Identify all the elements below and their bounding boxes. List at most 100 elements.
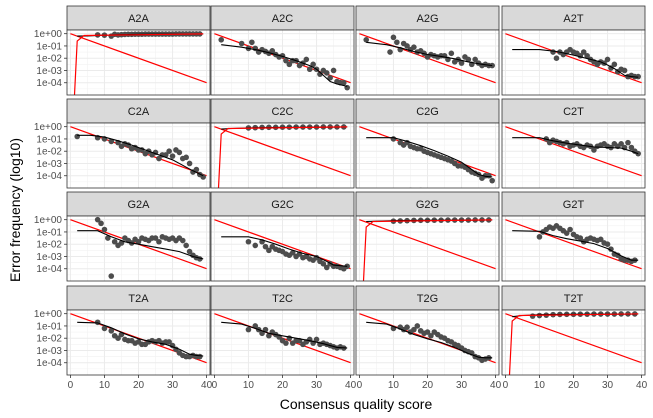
x-tick-label: 20: [568, 380, 580, 391]
fitted-error-line: [77, 321, 204, 357]
observed-error-point: [323, 70, 330, 76]
panel-plot-area: [67, 30, 210, 95]
observed-error-point: [411, 44, 417, 50]
y-tick-label: 1e-03: [36, 159, 62, 170]
facet-panel-t2a: T2A: [66, 285, 211, 376]
facet-strip-label: G2A: [127, 199, 150, 211]
y-tick-label: 1e-04: [36, 78, 62, 89]
observed-error-point: [245, 238, 252, 245]
y-tick-label: 1e-02: [36, 147, 62, 158]
observed-error-point: [458, 60, 465, 66]
observed-error-point: [635, 73, 641, 80]
gridlines: [211, 123, 354, 188]
observed-error-point: [621, 67, 628, 74]
facet-panel-t2c: T2C: [210, 285, 355, 376]
observed-error-point: [604, 56, 611, 63]
observed-error-point: [320, 261, 327, 267]
observed-error-point: [262, 243, 269, 250]
y-tick-label: 1e-04: [36, 171, 62, 182]
panel-border: [355, 122, 500, 189]
panel-plot-area: [67, 216, 210, 281]
gridlines: [67, 123, 210, 188]
facet-strip-label: T2C: [272, 293, 293, 305]
observed-error-point: [303, 56, 310, 63]
facet-strip: [210, 191, 355, 217]
facet-panel-c2g: C2G: [355, 98, 500, 189]
observed-error-point: [218, 37, 225, 43]
facet-strip: [501, 191, 646, 217]
observed-error-point: [289, 249, 296, 256]
panel-plot-area: [356, 216, 499, 281]
observed-error-point: [176, 149, 183, 156]
gridlines: [502, 30, 645, 95]
observed-error-point: [618, 141, 624, 147]
facet-strip-label: C2A: [128, 106, 150, 118]
facet-strip-label: A2G: [416, 13, 438, 25]
fitted-error-line: [77, 230, 204, 260]
observed-error-point: [266, 247, 272, 254]
observed-error-point: [269, 48, 276, 54]
observed-error-point: [394, 39, 400, 46]
nominal-error-line: [70, 33, 207, 84]
nominal-error-line: [359, 219, 496, 270]
panel-border: [210, 29, 355, 96]
observed-error-point: [156, 238, 162, 245]
panel-plot-area: [502, 310, 645, 375]
observed-error-point: [245, 326, 252, 333]
facet-panel-a2a: A2A: [66, 5, 211, 96]
fitted-error-line: [221, 44, 348, 87]
facet-strip-label: A2A: [128, 13, 149, 25]
facet-panel-g2c: G2C: [210, 191, 355, 282]
y-tick-label: 1e-02: [36, 334, 62, 345]
panel-plot-area: [67, 310, 210, 375]
fitted-error-line: [366, 321, 493, 359]
observed-error-point: [317, 71, 323, 77]
panel-plot-area: [356, 123, 499, 188]
observed-error-point: [536, 234, 543, 240]
observed-error-point: [101, 226, 108, 233]
y-tick-label: 1e+00: [34, 29, 63, 40]
x-tick-label: 40: [201, 380, 213, 391]
x-tick-label: 20: [277, 380, 289, 391]
observed-error-point: [108, 328, 115, 334]
panel-border: [355, 29, 500, 96]
facet-strip: [66, 285, 211, 311]
facet-strip: [210, 5, 355, 31]
observed-error-point: [166, 339, 172, 345]
facet-strip-label: T2A: [128, 293, 149, 305]
facet-strip-label: G2C: [271, 199, 294, 211]
observed-error-point: [152, 235, 159, 241]
y-tick-label: 1e-03: [36, 346, 62, 357]
observed-error-point: [196, 353, 203, 360]
observed-error-point: [313, 336, 320, 343]
observed-error-point: [563, 230, 570, 236]
y-tick-label: 1e-02: [36, 54, 62, 65]
y-tick-label: 1e+00: [34, 122, 63, 133]
observed-error-point: [238, 40, 245, 47]
observed-error-point: [98, 220, 104, 227]
observed-error-point: [529, 313, 536, 319]
y-tick-label: 1e-01: [36, 41, 62, 52]
x-tick-label: 30: [602, 380, 614, 391]
nominal-error-line: [214, 219, 351, 270]
panel-border: [501, 29, 646, 96]
observed-error-point: [472, 56, 478, 63]
x-tick-label: 10: [388, 380, 400, 391]
panel-plot-area: [211, 216, 354, 281]
y-axis-tick-labels: 1e+001e-011e-021e-031e-041e+001e-011e-02…: [34, 29, 67, 369]
observed-error-point: [101, 325, 108, 332]
observed-error-point: [166, 148, 172, 155]
x-tick-label: 30: [167, 380, 179, 391]
observed-error-point: [169, 153, 176, 159]
observed-error-point: [611, 61, 618, 68]
x-tick-label: 10: [243, 380, 255, 391]
x-tick-label: 40: [636, 380, 648, 391]
fitted-error-line: [366, 137, 493, 178]
x-axis-title: Consensus quality score: [280, 396, 433, 412]
panel-plot-area: [211, 123, 354, 188]
observed-error-point: [390, 136, 397, 142]
x-tick-label: 30: [456, 380, 468, 391]
observed-error-point: [105, 235, 111, 241]
observed-error-point: [252, 242, 259, 249]
facet-strip: [210, 98, 355, 124]
